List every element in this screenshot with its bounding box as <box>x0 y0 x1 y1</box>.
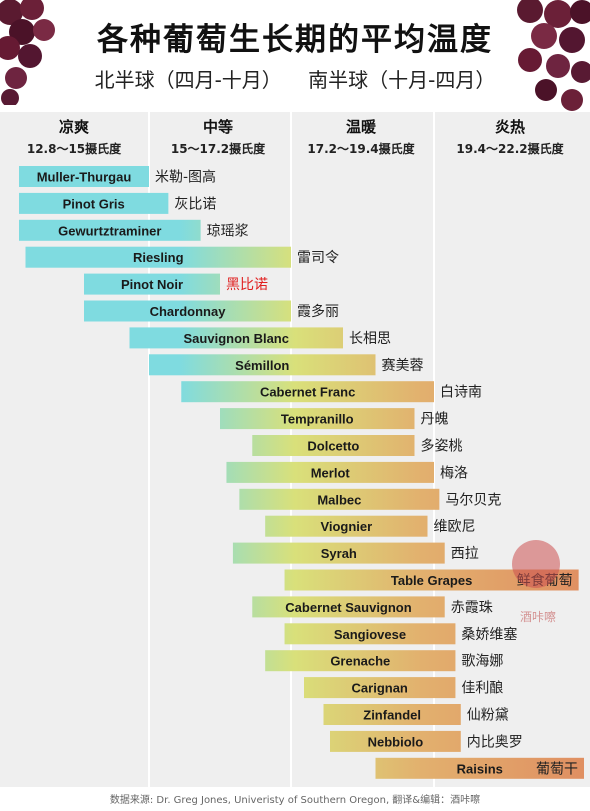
grape-english-label: Tempranillo <box>281 412 354 427</box>
grape-range-bar <box>84 273 220 295</box>
grape-chinese-label: 桑娇维塞 <box>461 626 517 643</box>
grape-range-bar <box>19 219 201 241</box>
band-header-warm: 温暖 17.2～19.4摄氏度 <box>291 116 431 157</box>
page-title: 各种葡萄生长期的平均温度 <box>97 22 493 58</box>
grape-english-label: Dolcetto <box>307 439 359 454</box>
grape-chinese-label: 灰比诺 <box>174 196 216 212</box>
grape-range-bar <box>284 623 456 645</box>
grape-range-bar <box>284 569 579 591</box>
subtitle-north: 北半球（四月-十月） <box>94 68 282 92</box>
grape-chinese-label: 白诗南 <box>440 385 482 401</box>
grape-english-label: Merlot <box>311 465 351 480</box>
grape-chinese-label: 多姿桃 <box>421 438 463 455</box>
grape-chinese-label: 琼瑶浆 <box>207 223 249 239</box>
grape-range-bar <box>375 757 584 779</box>
grape-range-bar <box>149 354 376 376</box>
band-range: 15～17.2摄氏度 <box>170 142 266 156</box>
grape-range-bar <box>19 192 169 214</box>
band-range: 12.8～15摄氏度 <box>26 142 122 156</box>
grape-english-label: Gewurtztraminer <box>58 223 161 238</box>
grape-english-label: Zinfandel <box>363 708 421 723</box>
watermark-logo-icon <box>512 540 560 588</box>
grape-english-label: Cabernet Sauvignon <box>285 600 411 615</box>
band-range: 19.4～22.2摄氏度 <box>456 142 564 156</box>
grape-range-bar <box>252 435 415 456</box>
grape-english-label: Pinot Gris <box>63 196 125 211</box>
grape-chinese-label: 霞多丽 <box>297 303 339 320</box>
grape-range-bar <box>252 596 445 618</box>
grape-english-label: Muller-Thurgau <box>37 170 132 185</box>
grape-chinese-label: 仙粉黛 <box>467 708 509 724</box>
grape-range-bar <box>226 461 434 483</box>
grape-english-label: Malbec <box>317 492 361 507</box>
subtitle: 北半球（四月-十月） 南半球（十月-四月） <box>0 64 590 93</box>
grape-english-label: Syrah <box>321 546 357 561</box>
band-name: 中等 <box>202 118 233 136</box>
grape-range-bar <box>129 327 343 349</box>
grape-english-label: Cabernet Franc <box>260 385 355 400</box>
grape-english-label: Chardonnay <box>150 304 227 319</box>
grape-range-bar <box>239 488 440 510</box>
band-header-mild: 中等 15～17.2摄氏度 <box>148 116 288 157</box>
grape-chinese-label: 马尔贝克 <box>445 492 501 508</box>
grape-chinese-label: 赤霞珠 <box>451 600 493 616</box>
band-name: 炎热 <box>494 118 525 136</box>
grape-chinese-label: 维欧尼 <box>434 519 476 535</box>
grape-english-label: Grenache <box>330 654 390 669</box>
grape-chinese-label: 葡萄干 <box>536 761 578 777</box>
grape-english-label: Sauvignon Blanc <box>184 331 289 346</box>
source-note: 数据来源: Dr. Greg Jones, Univeristy of Sout… <box>109 795 481 806</box>
grape-range-bar <box>232 542 445 564</box>
grape-chinese-label: 长相思 <box>349 331 391 347</box>
grape-english-label: Sémillon <box>235 358 289 373</box>
subtitle-south: 南半球（十月-四月） <box>308 68 496 92</box>
grape-range-bar <box>304 677 456 699</box>
grape-range-bar <box>265 515 428 537</box>
grape-range-bar <box>265 650 456 672</box>
grape-english-label: Viognier <box>320 519 372 534</box>
grape-chinese-label: 歌海娜 <box>461 654 503 670</box>
watermark-text: 酒咔嚓 <box>520 610 557 624</box>
grape-chinese-label: 雷司令 <box>297 250 339 266</box>
grape-range-bar <box>25 246 291 268</box>
grape-range-bar <box>323 704 461 725</box>
grape-english-label: Raisins <box>457 761 503 776</box>
band-header-hot: 炎热 19.4～22.2摄氏度 <box>440 116 580 157</box>
grape-english-label: Sangiovese <box>334 627 406 642</box>
grape-chinese-label: 西拉 <box>451 546 479 562</box>
band-range: 17.2～19.4摄氏度 <box>307 142 415 156</box>
grape-english-label: Riesling <box>133 250 184 265</box>
band-name: 温暖 <box>345 118 376 136</box>
grape-chinese-label: 内比奥罗 <box>467 733 523 750</box>
grape-english-label: Nebbiolo <box>368 734 424 749</box>
grape-chinese-label: 米勒-图高 <box>155 169 216 186</box>
grape-range-bar <box>84 300 291 322</box>
grape-chinese-label: 丹魄 <box>421 412 449 428</box>
grape-english-label: Pinot Noir <box>121 277 183 292</box>
grape-range-bar <box>220 408 415 430</box>
grape-range-bar <box>330 730 461 752</box>
grape-chinese-label: 黑比诺 <box>226 277 268 293</box>
grape-chinese-label: 赛美蓉 <box>382 358 424 374</box>
grape-english-label: Table Grapes <box>391 573 472 588</box>
band-header-cool: 凉爽 12.8～15摄氏度 <box>4 116 144 157</box>
grape-cluster-right-icon <box>517 0 590 134</box>
band-name: 凉爽 <box>58 118 89 136</box>
grape-range-bar <box>181 381 434 403</box>
grape-range-bar <box>19 166 149 187</box>
grape-chinese-label: 梅洛 <box>440 465 468 481</box>
grape-chinese-label: 佳利酿 <box>461 681 503 697</box>
grape-cluster-left-icon <box>0 0 55 105</box>
header: 各种葡萄生长期的平均温度 北半球（四月-十月） 南半球（十月-四月） <box>0 0 590 134</box>
grape-english-label: Carignan <box>352 681 408 696</box>
